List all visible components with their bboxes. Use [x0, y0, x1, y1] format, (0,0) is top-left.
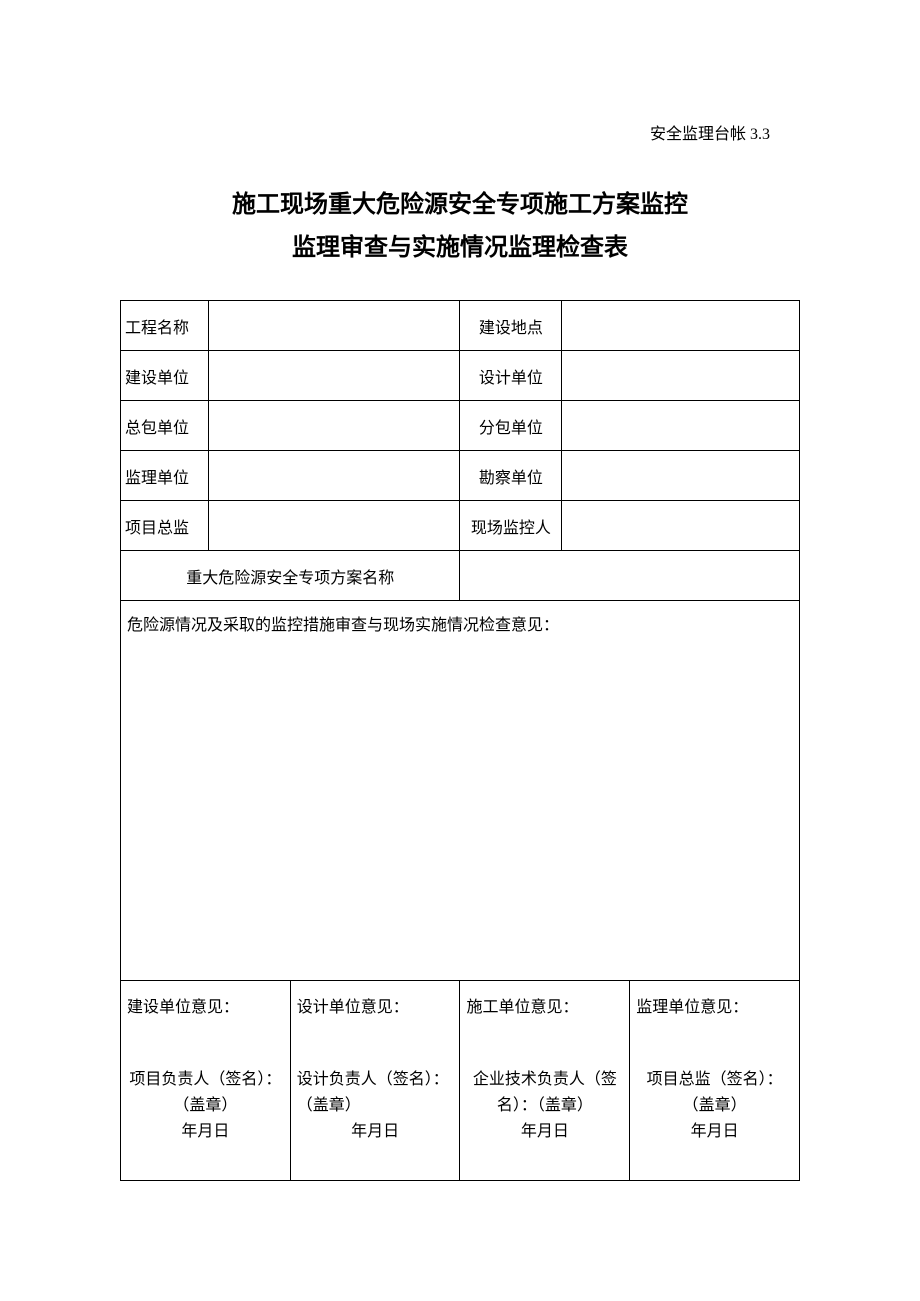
sig-design-sig: 设计负责人（签名）：（盖章）: [297, 1067, 454, 1118]
site-monitor-label: 现场监控人: [460, 501, 562, 551]
table-row: 总包单位 分包单位: [121, 401, 800, 451]
plan-name-value[interactable]: [460, 551, 800, 601]
sig-construction-sig: 企业技术负责人（签名）：（盖章）: [466, 1067, 623, 1118]
subcontractor-value[interactable]: [562, 401, 800, 451]
opinion-cell[interactable]: 危险源情况及采取的监控措施审查与现场实施情况检查意见：: [121, 601, 800, 981]
sig-design-date: 年月日: [297, 1119, 454, 1145]
table-row: 项目总监 现场监控人: [121, 501, 800, 551]
signature-row: 建设单位意见： 项目负责人（签名）：（盖章） 年月日 设计单位意见： 设计负责人…: [121, 981, 800, 1181]
sig-build-date: 年月日: [127, 1119, 284, 1145]
survey-unit-label: 勘察单位: [460, 451, 562, 501]
table-row: 工程名称 建设地点: [121, 301, 800, 351]
opinion-header: 危险源情况及采取的监控措施审查与现场实施情况检查意见：: [127, 617, 559, 634]
title-line2: 监理审查与实施情况监理检查表: [120, 227, 800, 270]
plan-name-label: 重大危险源安全专项方案名称: [121, 551, 460, 601]
sig-design-header: 设计单位意见：: [297, 993, 454, 1017]
supervision-unit-value[interactable]: [209, 451, 460, 501]
sig-build-sig: 项目负责人（签名）：（盖章）: [127, 1067, 284, 1118]
sig-construction-header: 施工单位意见：: [466, 993, 623, 1017]
project-name-value[interactable]: [209, 301, 460, 351]
form-table: 工程名称 建设地点 建设单位 设计单位 总包单位 分包单位 监理单位 勘察单位 …: [120, 300, 800, 1181]
build-unit-label: 建设单位: [121, 351, 209, 401]
sig-supervision-date: 年月日: [636, 1119, 793, 1145]
design-unit-value[interactable]: [562, 351, 800, 401]
location-value[interactable]: [562, 301, 800, 351]
table-row: 建设单位 设计单位: [121, 351, 800, 401]
sig-build-header: 建设单位意见：: [127, 993, 284, 1017]
supervision-unit-label: 监理单位: [121, 451, 209, 501]
sig-col-supervision[interactable]: 监理单位意见： 项目总监（签名）：（盖章） 年月日: [630, 981, 800, 1181]
chief-supervisor-value[interactable]: [209, 501, 460, 551]
project-name-label: 工程名称: [121, 301, 209, 351]
sig-construction-date: 年月日: [466, 1119, 623, 1145]
build-unit-value[interactable]: [209, 351, 460, 401]
table-row: 重大危险源安全专项方案名称: [121, 551, 800, 601]
general-contractor-value[interactable]: [209, 401, 460, 451]
sig-col-design[interactable]: 设计单位意见： 设计负责人（签名）：（盖章） 年月日: [290, 981, 460, 1181]
sig-col-build[interactable]: 建设单位意见： 项目负责人（签名）：（盖章） 年月日: [121, 981, 291, 1181]
design-unit-label: 设计单位: [460, 351, 562, 401]
site-monitor-value[interactable]: [562, 501, 800, 551]
location-label: 建设地点: [460, 301, 562, 351]
sig-supervision-sig: 项目总监（签名）：（盖章）: [636, 1067, 793, 1118]
subcontractor-label: 分包单位: [460, 401, 562, 451]
opinion-row: 危险源情况及采取的监控措施审查与现场实施情况检查意见：: [121, 601, 800, 981]
general-contractor-label: 总包单位: [121, 401, 209, 451]
sig-supervision-header: 监理单位意见：: [636, 993, 793, 1017]
chief-supervisor-label: 项目总监: [121, 501, 209, 551]
sig-col-construction[interactable]: 施工单位意见： 企业技术负责人（签名）：（盖章） 年月日: [460, 981, 630, 1181]
page-title: 施工现场重大危险源安全专项施工方案监控 监理审查与实施情况监理检查表: [120, 184, 800, 270]
header-note: 安全监理台帐 3.3: [120, 120, 800, 144]
table-row: 监理单位 勘察单位: [121, 451, 800, 501]
survey-unit-value[interactable]: [562, 451, 800, 501]
title-line1: 施工现场重大危险源安全专项施工方案监控: [120, 184, 800, 227]
